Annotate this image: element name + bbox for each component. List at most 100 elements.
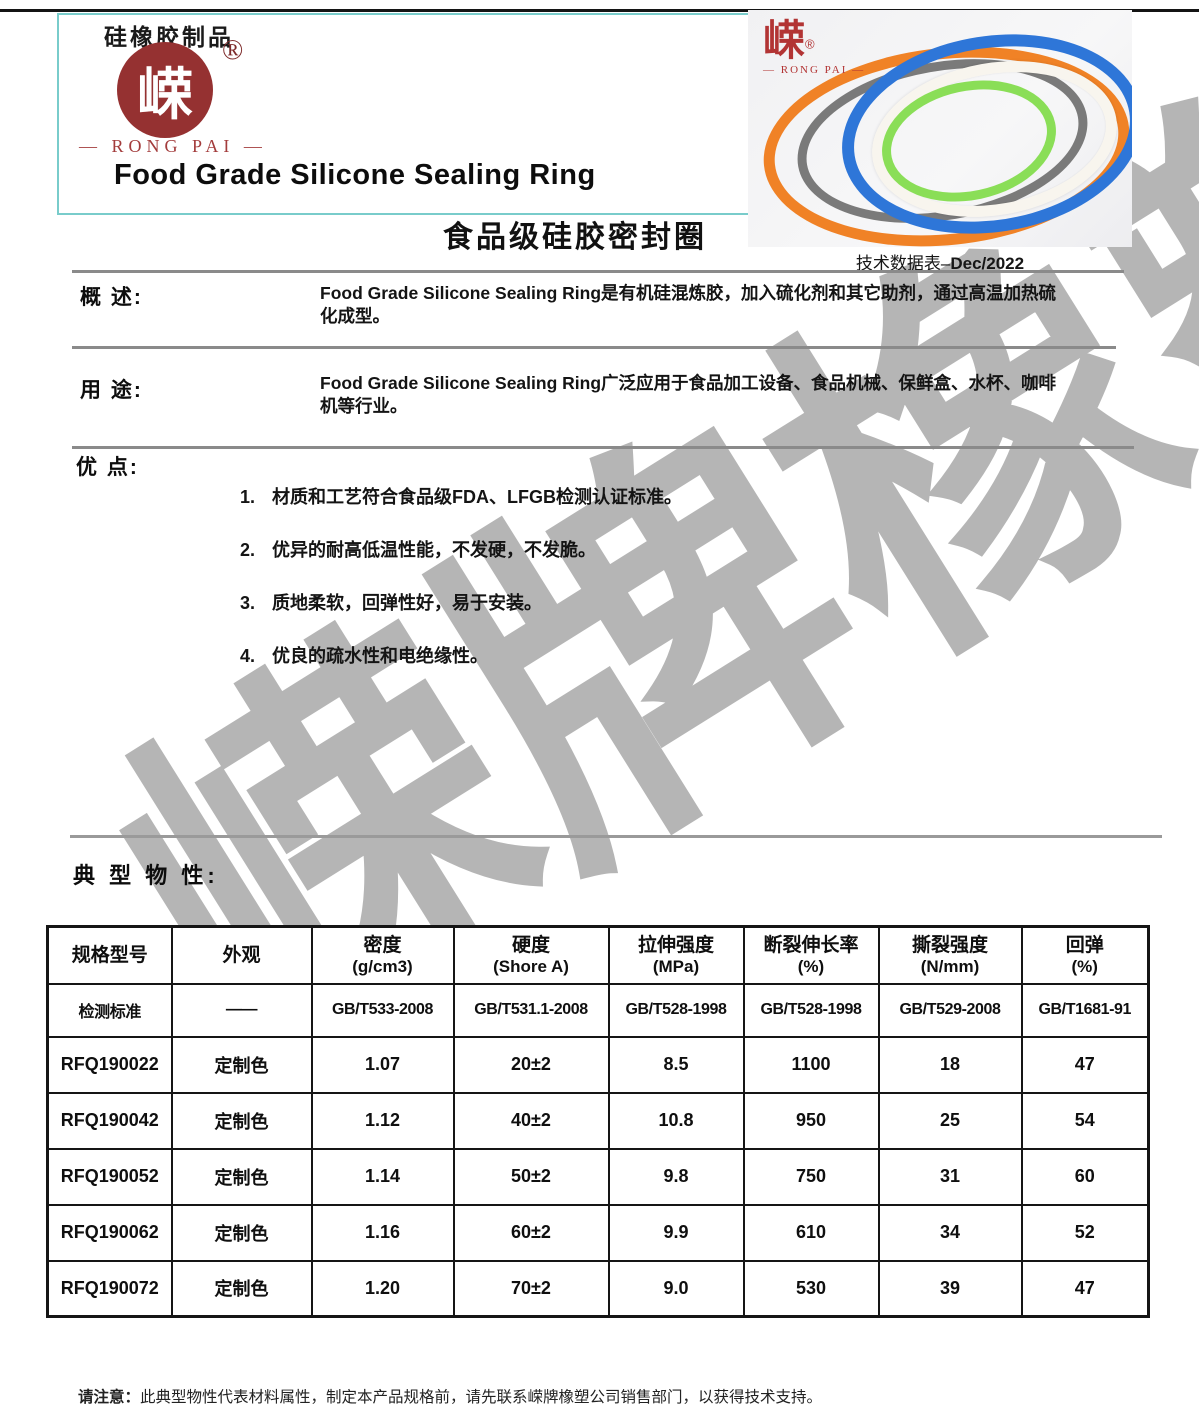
advantages-label: 优 点:	[76, 456, 139, 479]
brand-logo-box: 硅橡胶制品 嵘 ® — RONG PAI — Food Grade Silico…	[57, 13, 751, 215]
cell-rebound: 47	[1020, 1259, 1150, 1318]
cell-model: RFQ190052	[46, 1147, 173, 1206]
cell-tensile: 9.0	[607, 1259, 745, 1318]
cell-rebound: 47	[1020, 1035, 1150, 1094]
table-row: RFQ190052 定制色 1.14 50±2 9.8 750 31 60	[46, 1147, 1150, 1206]
cell-density: 1.07	[310, 1035, 455, 1094]
col-header-rebound: 回弹 (%)	[1020, 925, 1150, 985]
col-header-tensile: 拉伸强度 (MPa)	[607, 925, 745, 985]
advantage-number: 3.	[240, 593, 256, 613]
datasheet-caption-date: Dec/2022	[950, 254, 1025, 273]
advantage-number: 4.	[240, 646, 256, 666]
page-title-cn: 食品级硅胶密封圈	[443, 221, 707, 254]
cell-hardness: 50±2	[452, 1147, 610, 1206]
advantages-list: 1. 材质和工艺符合食品级FDA、LFGB检测认证标准。 2. 优异的耐高低温性能，…	[240, 486, 960, 698]
cell-appearance: 定制色	[170, 1203, 313, 1262]
cell-elongation: 530	[742, 1259, 880, 1318]
cell-tensile: 8.5	[607, 1035, 745, 1094]
advantage-number: 2.	[240, 540, 256, 560]
footer-notice: 请注意：此典型物性代表材料属性，制定本产品规格前，请先联系嵘牌橡塑公司销售部门，…	[78, 1385, 1138, 1407]
cell-tear: 39	[877, 1259, 1023, 1318]
photo-brand-logo: 嵘® — RONG PAI —	[763, 17, 866, 77]
top-border-line	[0, 9, 1199, 12]
table-row: RFQ190042 定制色 1.12 40±2 10.8 950 25 54	[46, 1091, 1150, 1150]
divider-above-advantages	[72, 446, 1134, 449]
advantage-text: 材质和工艺符合食品级FDA、LFGB检测认证标准。	[272, 487, 682, 507]
col-header-elongation: 断裂伸长率 (%)	[742, 925, 880, 985]
brand-logo-icon: 嵘	[117, 42, 213, 138]
cell-rebound: 54	[1020, 1091, 1150, 1150]
cell-density: 1.16	[310, 1203, 455, 1262]
footer-notice-text: 此典型物性代表材料属性，制定本产品规格前，请先联系嵘牌橡塑公司销售部门，以获得技…	[140, 1389, 823, 1406]
photo-brand-romanized: — RONG PAI —	[763, 64, 866, 76]
table-row: RFQ190022 定制色 1.07 20±2 8.5 1100 18 47	[46, 1035, 1150, 1094]
cell-tensile: 10.8	[607, 1091, 745, 1150]
advantage-number: 1.	[240, 487, 256, 507]
advantage-item: 1. 材质和工艺符合食品级FDA、LFGB检测认证标准。	[240, 486, 960, 508]
properties-table: 规格型号 外观 密度 (g/cm3) 硬度 (Shore A) 拉伸强度 (MPa) …	[46, 925, 1150, 1318]
cell-tear: 25	[877, 1091, 1023, 1150]
standards-cell: GB/T531.1-2008	[452, 982, 610, 1038]
divider-above-usage	[72, 346, 1116, 349]
cell-tear: 18	[877, 1035, 1023, 1094]
standards-cell: 检测标准	[46, 982, 173, 1038]
divider-above-overview	[72, 270, 1124, 273]
cell-model: RFQ190042	[46, 1091, 173, 1150]
cell-tear: 31	[877, 1147, 1023, 1206]
standards-cell: GB/T528-1998	[607, 982, 745, 1038]
cell-density: 1.12	[310, 1091, 455, 1150]
cell-tensile: 9.8	[607, 1147, 745, 1206]
cell-elongation: 1100	[742, 1035, 880, 1094]
usage-text: Food Grade Silicone Sealing Ring广泛应用于食品加…	[320, 373, 1057, 416]
col-header-model: 规格型号	[46, 925, 173, 985]
footer-notice-label: 请注意：	[78, 1389, 141, 1406]
standards-cell: GB/T529-2008	[877, 982, 1023, 1038]
cell-hardness: 20±2	[452, 1035, 610, 1094]
photo-logo-glyph: 嵘	[763, 17, 806, 64]
standards-cell: ——	[170, 982, 313, 1038]
cell-model: RFQ190072	[46, 1259, 173, 1318]
cell-density: 1.20	[310, 1259, 455, 1318]
cell-appearance: 定制色	[170, 1091, 313, 1150]
properties-label: 典 型 物 性:	[73, 863, 219, 888]
standards-cell: GB/T533-2008	[310, 982, 455, 1038]
advantage-item: 2. 优异的耐高低温性能，不发硬，不发脆。	[240, 539, 960, 561]
cell-hardness: 60±2	[452, 1203, 610, 1262]
registered-trademark-icon: ®	[222, 35, 244, 66]
table-row: RFQ190062 定制色 1.16 60±2 9.9 610 34 52	[46, 1203, 1150, 1262]
usage-label: 用 途:	[80, 379, 143, 402]
cell-model: RFQ190062	[46, 1203, 173, 1262]
standards-cell: GB/T528-1998	[742, 982, 880, 1038]
cell-appearance: 定制色	[170, 1147, 313, 1206]
table-header-row: 规格型号 外观 密度 (g/cm3) 硬度 (Shore A) 拉伸强度 (MPa) …	[46, 925, 1150, 985]
advantage-text: 优异的耐高低温性能，不发硬，不发脆。	[272, 540, 596, 560]
cell-rebound: 60	[1020, 1147, 1150, 1206]
overview-label: 概 述:	[80, 286, 143, 309]
brand-romanized-label: — RONG PAI —	[79, 136, 267, 156]
overview-text: Food Grade Silicone Sealing Ring是有机硅混炼胶，…	[320, 283, 1057, 326]
table-row: RFQ190072 定制色 1.20 70±2 9.0 530 39 47	[46, 1259, 1150, 1318]
standards-cell: GB/T1681-91	[1020, 982, 1150, 1038]
cell-hardness: 40±2	[452, 1091, 610, 1150]
divider-above-properties	[70, 835, 1162, 838]
col-header-appearance: 外观	[170, 925, 313, 985]
advantage-text: 质地柔软，回弹性好，易于安装。	[272, 593, 542, 613]
cell-elongation: 950	[742, 1091, 880, 1150]
photo-registered-icon: ®	[805, 36, 815, 52]
col-header-density: 密度 (g/cm3)	[310, 925, 455, 985]
advantage-item: 3. 质地柔软，回弹性好，易于安装。	[240, 592, 960, 614]
cell-rebound: 52	[1020, 1203, 1150, 1262]
page-title-en: Food Grade Silicone Sealing Ring	[114, 159, 596, 191]
cell-elongation: 750	[742, 1147, 880, 1206]
cell-tear: 34	[877, 1203, 1023, 1262]
cell-model: RFQ190022	[46, 1035, 173, 1094]
cell-appearance: 定制色	[170, 1259, 313, 1318]
advantage-text: 优良的疏水性和电绝缘性。	[272, 646, 488, 666]
cell-appearance: 定制色	[170, 1035, 313, 1094]
datasheet-caption-label: 技术数据表–	[855, 254, 951, 273]
cell-density: 1.14	[310, 1147, 455, 1206]
datasheet-caption: 技术数据表–Dec/2022	[748, 249, 1132, 274]
product-photo: 嵘® — RONG PAI —	[748, 10, 1132, 247]
cell-hardness: 70±2	[452, 1259, 610, 1318]
